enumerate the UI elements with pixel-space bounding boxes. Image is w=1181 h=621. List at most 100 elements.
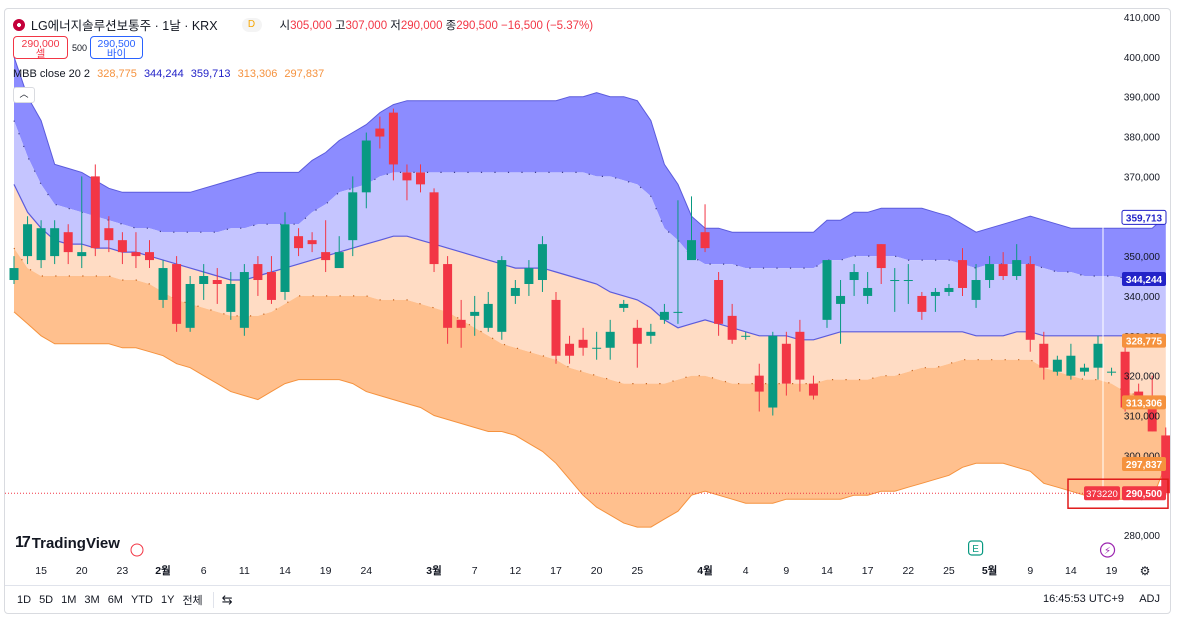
label-lower-inner-bg [1122,395,1166,410]
dividend-marker-icon[interactable] [130,543,144,557]
candle-body [673,311,683,313]
sell-button[interactable]: 290,000 셀 [13,36,68,59]
candle [361,132,371,209]
time-axis[interactable]: 15 20 23 2월 6 11 14 19 24 3월 7 12 17 20 25 4월 4 9 14 17 22 25… [35,540,1151,578]
adjust-toggle[interactable]: ADJ [1139,593,1160,605]
timeframe-1d[interactable]: 1D [17,594,32,606]
settings-icon[interactable]: ⚙ [1140,564,1151,578]
candle-body [36,228,46,261]
timeframe-1y[interactable]: 1Y [160,594,175,606]
candle [944,283,954,296]
buy-button[interactable]: 290,500 바이 [90,36,143,59]
lightning-marker-icon[interactable] [1099,542,1116,558]
chart-window: 280,000290,000300,000310,000320,000330,0… [4,8,1171,614]
open-label: 시 [279,19,291,32]
candle-body [700,232,710,249]
candle [9,256,19,284]
price-tick-label: 350,000 [1124,252,1161,263]
last-price-tag-bg [1122,486,1166,501]
candle [1052,355,1062,376]
timeframe-5d[interactable]: 5D [39,594,54,606]
candle-body [334,252,344,269]
time-tick-label: 23 [117,565,129,577]
indicator-lower-outer-value: 297,837 [284,68,325,80]
candle-body [781,343,791,384]
label-basis-bg [1122,333,1166,348]
candle-body [565,343,575,356]
high-value: 307,000 [345,19,388,32]
symbol-logo-icon [13,18,25,31]
spread-value: 500 [72,43,88,53]
lower-outer-band [14,248,1166,528]
candle [537,236,547,292]
candle-body [605,331,615,348]
candle [497,256,507,340]
candle [741,331,751,340]
candle-body [145,252,154,261]
indicator-legend[interactable]: MBB close 20 2 328,775 344,244 359,713 3… [13,68,328,80]
candle [1066,343,1076,380]
candle [551,291,561,364]
time-tick-label: 15 [35,565,47,577]
candle-body [185,283,195,328]
tradingview-logo[interactable]: 17 TradingView [15,534,120,552]
price-chart[interactable]: 280,000290,000300,000310,000320,000330,0… [5,9,1170,585]
candle-body [117,240,127,253]
delayed-badge[interactable]: D [241,17,262,32]
candle [781,331,791,396]
symbol-title[interactable]: LG에너지솔루션보통주 · 1날 · KRX [31,19,218,33]
candle [456,299,466,348]
last-price-tag: 290,500 [1126,489,1163,500]
candle [890,268,900,312]
time-tick-label: 22 [902,565,914,577]
candle-body [714,280,724,324]
candle [646,323,656,344]
candle [917,291,927,320]
tradingview-mark-icon: 17 [15,534,31,551]
candle-body [280,224,290,292]
candle [605,319,615,360]
price-tick-label: 300,000 [1124,451,1161,462]
candle [727,303,737,344]
earnings-marker-label: E [972,544,979,555]
candle-body [1107,371,1117,373]
candle-body [63,232,73,253]
time-tick-label: 25 [943,565,955,577]
time-tick-label: 4 [743,565,749,577]
time-tick-label: 7 [472,565,478,577]
label-upper-inner: 344,244 [1126,275,1163,286]
timeframe-ytd[interactable]: YTD [130,594,153,606]
timeframe-3m[interactable]: 3M [84,594,100,606]
candle [836,280,846,344]
ohlc-values: 시305,000 고307,000 저290,000 종290,500 −16,… [280,17,594,33]
time-tick-label: 14 [821,565,833,577]
label-upper-inner-bg [1122,272,1166,287]
earnings-marker-icon[interactable] [967,540,984,556]
candle-body [768,335,778,408]
candle [863,272,873,304]
collapse-legend-button[interactable]: ︿ [13,87,35,103]
open-value: 305,000 [290,19,332,32]
candle [687,196,696,261]
candle [768,331,778,416]
candle-body [890,280,900,282]
date-range-icon[interactable]: ⇆ [221,592,233,607]
candle [1093,335,1103,380]
lower-inner-band [14,184,1166,403]
bottom-toolbar: 1D 5D 1M 3M 6M YTD 1Y 전체 ⇆ 16:45:53 UTC+… [5,585,1170,613]
timeframe-6m[interactable]: 6M [107,594,123,606]
candle [700,204,710,253]
bollinger-bands [13,56,1167,528]
timeframe-all[interactable]: 전체 [182,595,203,607]
candle-body [443,264,453,328]
timeframe-1m[interactable]: 1M [61,594,77,606]
candle-body [1052,359,1062,372]
low-value: 290,000 [400,19,443,32]
candle-body [944,287,954,292]
candle-body [402,172,412,181]
symbol-header: LG에너지솔루션보통주 · 1날 · KRX D 시305,000 고307,0… [13,15,593,34]
candle-body [971,280,981,300]
lower-outer-line [13,311,1167,528]
clock[interactable]: 16:45:53 UTC+9 [1042,593,1124,605]
chevron-up-icon: ︿ [19,89,29,99]
